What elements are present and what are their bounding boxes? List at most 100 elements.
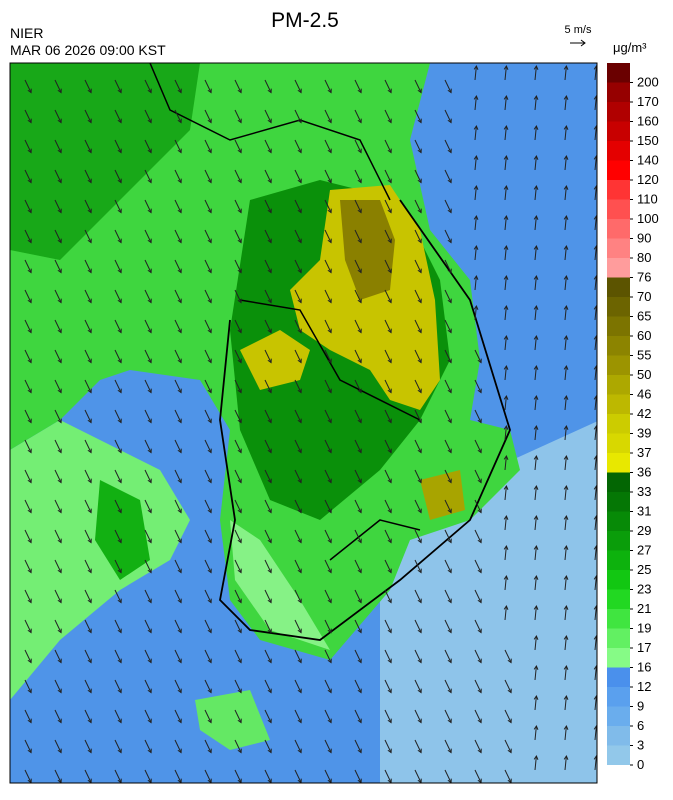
- wind-arrow: [534, 756, 537, 771]
- wind-arrow-head: [507, 718, 512, 724]
- wind-arrow: [324, 79, 332, 93]
- wind-arrow: [264, 589, 272, 603]
- wind-arrow-head: [357, 508, 362, 514]
- wind-arrow: [564, 66, 567, 81]
- wind-arrow-head: [267, 448, 272, 454]
- wind-arrow: [204, 409, 212, 423]
- wind-arrow: [444, 109, 452, 123]
- wind-arrow-head: [533, 695, 539, 700]
- wind-arrow-head: [327, 508, 332, 514]
- wind-arrow-head: [387, 208, 392, 214]
- wind-arrow: [54, 679, 62, 693]
- wind-arrow-head: [207, 358, 212, 364]
- wind-arrow: [294, 109, 302, 123]
- wind-arrow: [114, 769, 122, 783]
- wind-arrow-head: [177, 418, 182, 424]
- wind-arrow-head: [207, 238, 212, 244]
- wind-arrow: [264, 439, 272, 453]
- wind-arrow-head: [327, 448, 332, 454]
- wind-arrow-head: [503, 125, 509, 130]
- wind-arrow: [384, 319, 392, 333]
- wind-arrow: [354, 349, 362, 363]
- wind-arrow-head: [297, 118, 302, 124]
- wind-arrow: [144, 619, 152, 633]
- wind-arrow: [444, 709, 452, 723]
- wind-arrow-head: [563, 245, 569, 250]
- wind-arrow: [414, 739, 422, 753]
- wind-arrow-head: [473, 185, 479, 190]
- wind-arrow: [24, 559, 32, 573]
- wind-arrow-head: [237, 178, 242, 184]
- wind-arrow: [174, 409, 182, 423]
- wind-arrow-head: [387, 88, 392, 94]
- wind-arrow: [354, 499, 362, 513]
- wind-arrow: [264, 469, 272, 483]
- wind-arrow: [354, 259, 362, 273]
- wind-arrow-head: [593, 485, 597, 490]
- wind-arrow-head: [297, 448, 302, 454]
- wind-arrow-head: [27, 628, 32, 634]
- colorbar-segment: [607, 726, 630, 746]
- wind-arrow-head: [237, 388, 242, 394]
- wind-arrow: [204, 259, 212, 273]
- wind-arrow-head: [237, 148, 242, 154]
- wind-arrow-head: [563, 65, 569, 70]
- wind-arrow-head: [297, 538, 302, 544]
- wind-arrow-head: [177, 238, 182, 244]
- wind-arrow: [384, 259, 392, 273]
- colorbar-segment: [607, 706, 630, 726]
- wind-arrow: [204, 79, 212, 93]
- wind-arrow: [324, 679, 332, 693]
- wind-arrow: [474, 529, 482, 543]
- wind-arrow: [114, 259, 122, 273]
- wind-arrow-head: [447, 88, 452, 94]
- wind-arrow: [294, 259, 302, 273]
- wind-arrow: [204, 499, 212, 513]
- wind-arrow-head: [327, 718, 332, 724]
- wind-arrow: [264, 619, 272, 633]
- wind-arrow: [444, 139, 452, 153]
- wind-arrow: [594, 666, 597, 681]
- wind-arrow: [474, 349, 482, 363]
- wind-arrow-head: [177, 718, 182, 724]
- wind-arrow: [384, 229, 392, 243]
- wind-arrow: [204, 379, 212, 393]
- wind-arrow-head: [477, 478, 482, 484]
- wind-arrow-head: [297, 178, 302, 184]
- wind-arrow: [564, 426, 567, 441]
- wind-arrow: [324, 439, 332, 453]
- wind-arrow: [384, 589, 392, 603]
- colorbar-label: 170: [637, 94, 659, 109]
- colorbar-segment: [607, 63, 630, 83]
- wind-arrow-head: [267, 748, 272, 754]
- wind-arrow-head: [87, 538, 92, 544]
- wind-arrow-head: [147, 238, 152, 244]
- wind-arrow: [24, 589, 32, 603]
- wind-arrow: [204, 139, 212, 153]
- wind-arrow: [24, 319, 32, 333]
- wind-arrow-head: [297, 208, 302, 214]
- wind-arrow-head: [533, 95, 539, 100]
- wind-scale-arrow-head: [580, 39, 586, 47]
- wind-arrow: [414, 469, 422, 483]
- wind-arrow: [534, 666, 537, 681]
- wind-arrow-head: [563, 185, 569, 190]
- wind-arrow: [174, 709, 182, 723]
- wind-arrow-head: [357, 418, 362, 424]
- wind-arrow: [264, 319, 272, 333]
- wind-arrow: [234, 79, 242, 93]
- wind-arrow: [204, 589, 212, 603]
- wind-arrow: [534, 396, 537, 411]
- colorbar-segment: [607, 375, 630, 395]
- wind-arrow-head: [57, 388, 62, 394]
- wind-arrow-head: [593, 155, 597, 160]
- wind-arrow: [234, 499, 242, 513]
- wind-arrow: [474, 186, 477, 201]
- wind-arrow: [354, 559, 362, 573]
- wind-arrow: [84, 409, 92, 423]
- wind-arrow: [384, 379, 392, 393]
- boundary: [149, 63, 421, 561]
- colorbar-label: 21: [637, 601, 651, 616]
- colorbar-label: 110: [637, 192, 658, 207]
- wind-arrow-head: [563, 125, 569, 130]
